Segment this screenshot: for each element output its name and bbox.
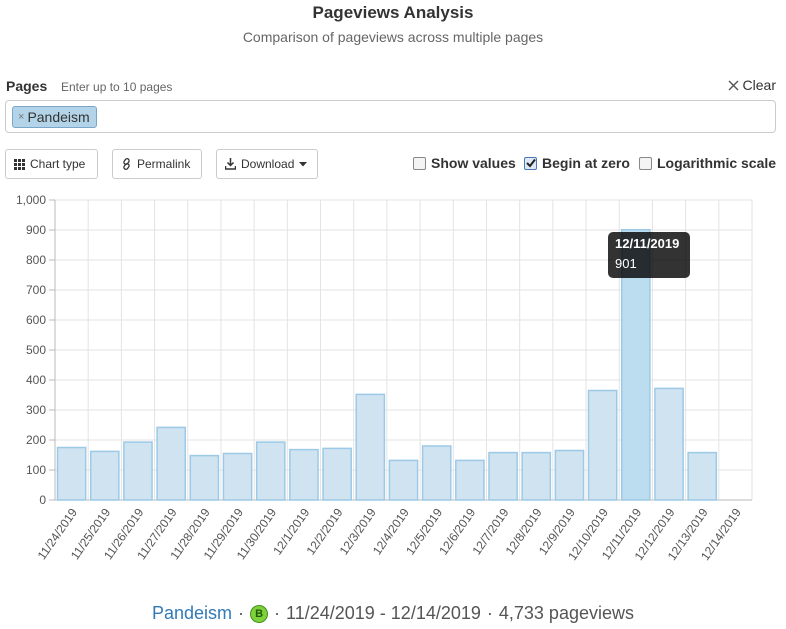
page-title: Pageviews Analysis xyxy=(312,3,474,22)
log-scale-checkbox[interactable] xyxy=(639,156,652,170)
summary-footer: Pandeism · B · 11/24/2019 - 12/14/2019 ·… xyxy=(0,603,786,624)
chart-bar xyxy=(189,454,220,501)
grid-icon xyxy=(14,158,25,170)
permalink-label: Permalink xyxy=(137,157,191,171)
chart-bar xyxy=(587,389,618,501)
chart-bar xyxy=(255,441,286,501)
chart-bar xyxy=(521,451,552,501)
tooltip-value: 901 xyxy=(615,256,637,271)
total-pageviews: 4,733 pageviews xyxy=(498,603,634,623)
show-values-label: Show values xyxy=(431,155,516,171)
clear-label: Clear xyxy=(742,77,776,93)
check-icon xyxy=(525,158,536,168)
tooltip-date: 12/11/2019 xyxy=(615,236,680,251)
chart-bar xyxy=(388,459,419,501)
chart-bar xyxy=(421,445,452,501)
close-icon xyxy=(728,80,739,90)
y-tick-label: 900 xyxy=(26,223,46,237)
y-tick-label: 600 xyxy=(26,313,46,327)
y-tick-label: 400 xyxy=(26,373,46,387)
chart-type-button[interactable]: Chart type xyxy=(5,149,98,179)
y-tick-label: 800 xyxy=(26,253,46,267)
begin-at-zero-label: Begin at zero xyxy=(542,155,630,171)
chip-label: Pandeism xyxy=(27,109,90,125)
chart-bar xyxy=(322,447,352,501)
download-label: Download xyxy=(241,157,295,171)
chart-bar xyxy=(56,446,87,501)
y-tick-label: 100 xyxy=(26,463,46,477)
pages-input[interactable]: × Pandeism xyxy=(5,100,776,133)
pageviews-chart: 01002003004005006007008009001,00011/24/2… xyxy=(16,193,753,563)
chart-bar xyxy=(156,426,187,501)
begin-at-zero-checkbox[interactable] xyxy=(524,156,537,170)
y-tick-label: 700 xyxy=(26,283,46,297)
show-values-option[interactable]: Show values xyxy=(413,155,516,171)
separator: · xyxy=(486,603,493,623)
chip-remove-icon[interactable]: × xyxy=(18,111,25,123)
begin-at-zero-option[interactable]: Begin at zero xyxy=(524,155,630,171)
chart-bar xyxy=(222,452,253,501)
chart-bar xyxy=(89,450,120,501)
pages-hint: Enter up to 10 pages xyxy=(61,80,173,94)
y-tick-label: 0 xyxy=(39,493,46,507)
y-tick-label: 1,000 xyxy=(16,193,46,207)
chart-type-label: Chart type xyxy=(30,157,86,171)
show-values-checkbox[interactable] xyxy=(413,156,426,170)
chart-tooltip: 12/11/2019 901 xyxy=(608,232,690,278)
page-chip[interactable]: × Pandeism xyxy=(12,106,97,128)
log-scale-label: Logarithmic scale xyxy=(657,155,777,171)
chart-bar xyxy=(355,393,386,501)
chart-bar xyxy=(455,459,485,501)
download-button[interactable]: Download xyxy=(216,149,318,179)
download-icon xyxy=(225,158,236,170)
date-range: 11/24/2019 - 12/14/2019 xyxy=(286,603,481,623)
chart-bar xyxy=(123,441,153,501)
chart-bar xyxy=(488,451,518,501)
separator: · xyxy=(274,603,281,623)
clear-button[interactable]: Clear xyxy=(728,77,776,93)
page-link[interactable]: Pandeism xyxy=(152,603,233,623)
permalink-button[interactable]: Permalink xyxy=(112,149,202,179)
link-icon xyxy=(123,158,130,170)
chart-bar xyxy=(687,451,718,501)
separator: · xyxy=(238,603,245,623)
chart-bar xyxy=(554,449,585,501)
chart-bar xyxy=(289,448,319,501)
y-tick-label: 500 xyxy=(26,343,46,357)
log-scale-option[interactable]: Logarithmic scale xyxy=(639,155,776,171)
y-tick-label: 300 xyxy=(26,403,46,417)
pages-label: Pages xyxy=(6,78,48,94)
caret-down-icon xyxy=(299,161,308,166)
chart-bar xyxy=(654,387,684,501)
page-subtitle: Comparison of pageviews across multiple … xyxy=(242,29,544,45)
y-tick-label: 200 xyxy=(26,433,46,447)
good-article-badge-icon: B xyxy=(250,604,269,623)
